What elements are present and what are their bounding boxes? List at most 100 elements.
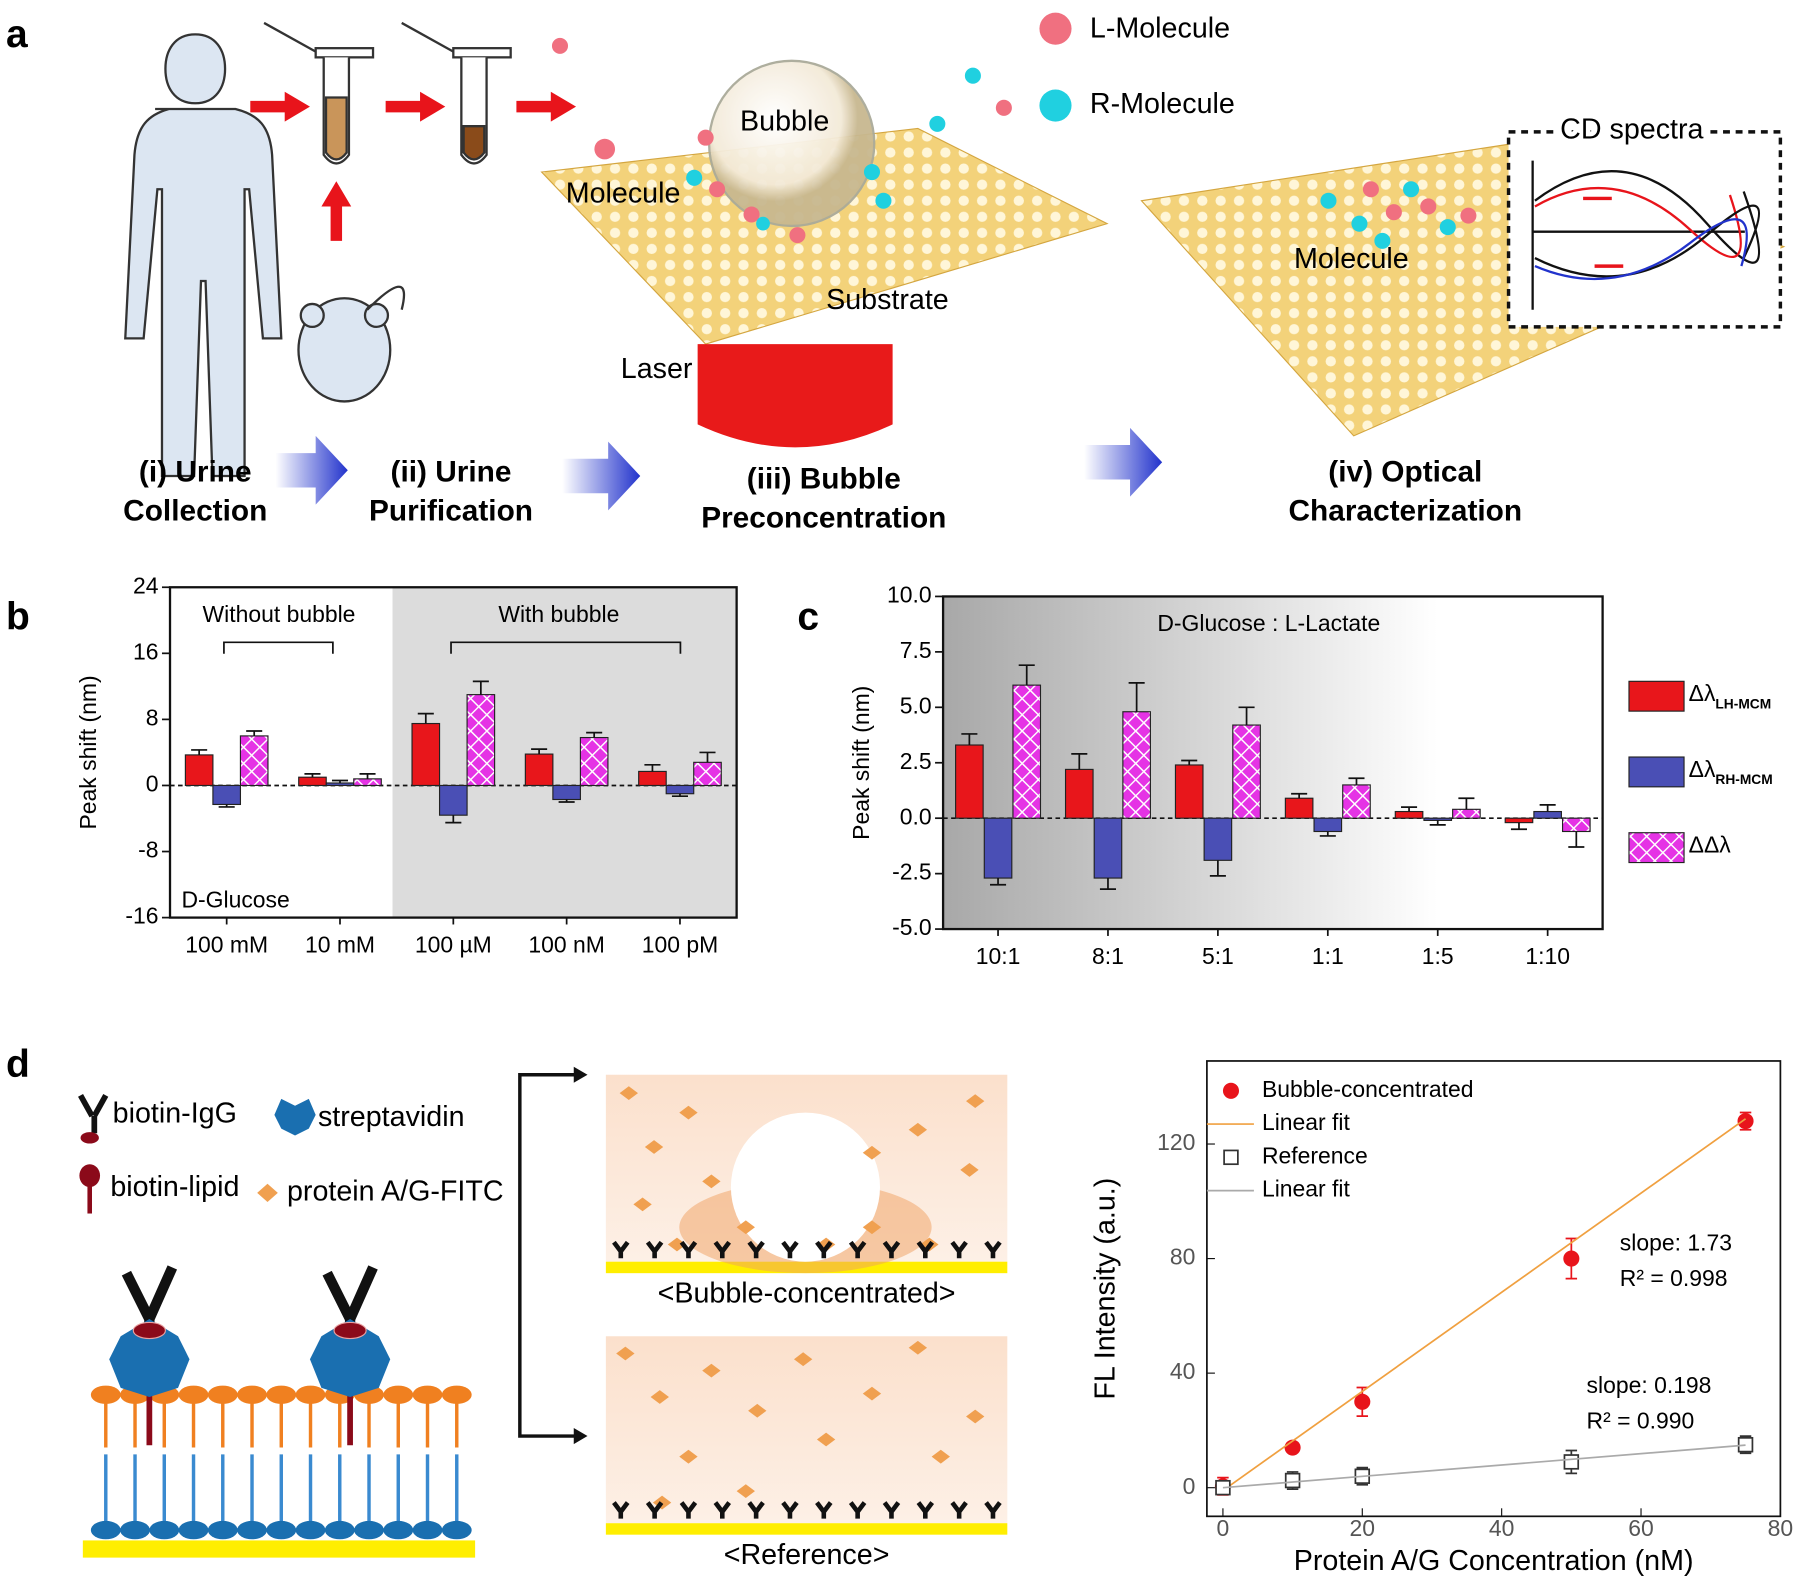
antibody	[713, 1240, 732, 1259]
legend-text: Bubble-concentrated	[1262, 1076, 1474, 1102]
bar	[1012, 684, 1042, 819]
antibody	[984, 1240, 1002, 1259]
lipid-head	[383, 1385, 414, 1404]
bar	[955, 744, 984, 819]
fit-line	[1222, 1118, 1747, 1492]
antibody	[781, 1501, 799, 1519]
y-tick-label: 24	[133, 572, 159, 598]
protein	[748, 1403, 767, 1418]
legend-subscript: RH-MCM	[1715, 772, 1772, 787]
legend-swatch	[1628, 832, 1685, 864]
protein	[793, 1352, 813, 1367]
error-bar	[1018, 664, 1035, 686]
antibody	[612, 1240, 630, 1259]
bar	[1122, 711, 1151, 819]
lipid-head	[412, 1520, 443, 1540]
protein	[679, 1449, 698, 1464]
panel-a-texts: L-Molecule R-Molecule Bubble Molecule Su…	[123, 12, 1708, 534]
error-bar	[1401, 806, 1418, 812]
lipid-head	[120, 1520, 150, 1540]
antibody	[747, 1240, 765, 1259]
x-tick-label: 100 µM	[415, 931, 492, 957]
lipid-head	[295, 1385, 326, 1404]
protein	[667, 1237, 687, 1252]
x-tick-label: 1:1	[1312, 943, 1344, 969]
y-tick-label: -8	[138, 837, 158, 863]
antibody	[815, 1501, 833, 1519]
illustration-d	[78, 1066, 1008, 1558]
y-axis-label: Peak shift (nm)	[848, 686, 874, 840]
bar	[1174, 764, 1204, 819]
bar	[353, 778, 382, 787]
error-bar	[1429, 820, 1446, 826]
panel-label: a	[6, 13, 28, 56]
legend-text: biotin-IgG	[113, 1097, 237, 1129]
bar	[1232, 724, 1261, 819]
lipid-head	[354, 1520, 384, 1540]
y-tick-label: -5.0	[892, 914, 932, 940]
lipid-head	[412, 1385, 443, 1404]
error-bar	[1291, 792, 1308, 799]
error-bar	[445, 815, 462, 824]
antibody	[747, 1501, 765, 1519]
error-bar	[1348, 777, 1365, 785]
antibody	[781, 1240, 799, 1259]
legend-name: Δλ	[1689, 756, 1716, 782]
antibody	[916, 1240, 935, 1259]
lipid-head	[266, 1520, 297, 1540]
panel-d-texts: biotin-IgG streptavidin biotin-lipid pro…	[110, 1097, 955, 1571]
step-label: Preconcentration	[701, 501, 946, 534]
protein	[862, 1386, 882, 1401]
bar	[325, 782, 355, 787]
caption: <Reference>	[724, 1539, 890, 1571]
antibody	[679, 1501, 698, 1519]
legend-marker	[1222, 1082, 1240, 1099]
error-bar	[699, 751, 716, 763]
annotation: D-Glucose : L-Lactate	[1157, 610, 1380, 636]
point	[1354, 1393, 1371, 1410]
x-tick-label: 0	[1217, 1515, 1230, 1541]
y-tick-label: 120	[1157, 1129, 1195, 1155]
bar	[212, 784, 242, 806]
x-tick-label: 8:1	[1092, 943, 1124, 969]
legend-text: ΔλRH-MCM	[1689, 756, 1773, 787]
step-label: Purification	[369, 495, 533, 528]
step-label: Collection	[123, 495, 267, 528]
antibody	[848, 1501, 867, 1519]
x-tick-label: 80	[1768, 1515, 1794, 1541]
y-tick-label: -2.5	[892, 859, 932, 885]
error-bar	[1510, 822, 1527, 831]
annotation: Without bubble	[203, 601, 356, 627]
lipid-head	[178, 1520, 209, 1540]
legend-name: ΔΔλ	[1689, 832, 1732, 858]
shade	[392, 587, 737, 918]
bar	[1203, 817, 1233, 861]
bar	[665, 784, 695, 795]
protein	[931, 1449, 950, 1464]
antibody	[882, 1240, 901, 1259]
bar	[983, 817, 1013, 879]
lipid-head	[149, 1520, 180, 1540]
antibody	[984, 1501, 1002, 1519]
bar	[1394, 810, 1424, 819]
legend-subscript: LH-MCM	[1715, 696, 1771, 711]
point	[1737, 1113, 1754, 1130]
bar	[1452, 808, 1481, 819]
bracket	[450, 641, 682, 654]
legend-name: Δλ	[1689, 680, 1716, 706]
error-bar	[1209, 860, 1226, 877]
antibody	[612, 1501, 630, 1519]
label: Laser	[621, 353, 693, 385]
error-bar	[1539, 804, 1556, 812]
annotation: slope: 1.73	[1620, 1230, 1732, 1256]
error-bar	[1319, 831, 1336, 837]
bar	[1561, 817, 1591, 833]
y-tick-label: 0	[146, 771, 159, 797]
x-tick-label: 40	[1489, 1515, 1515, 1541]
lipid-head	[90, 1385, 121, 1404]
antibody	[645, 1501, 664, 1519]
charts: -16 -8 0 8 16 24 100 mM 10 mM 100 µM 100 nM 100 pM…	[75, 572, 1793, 1576]
legend-text: ΔΔλ	[1689, 832, 1732, 858]
y-tick-label: 0.0	[900, 803, 932, 829]
bar	[466, 694, 496, 787]
